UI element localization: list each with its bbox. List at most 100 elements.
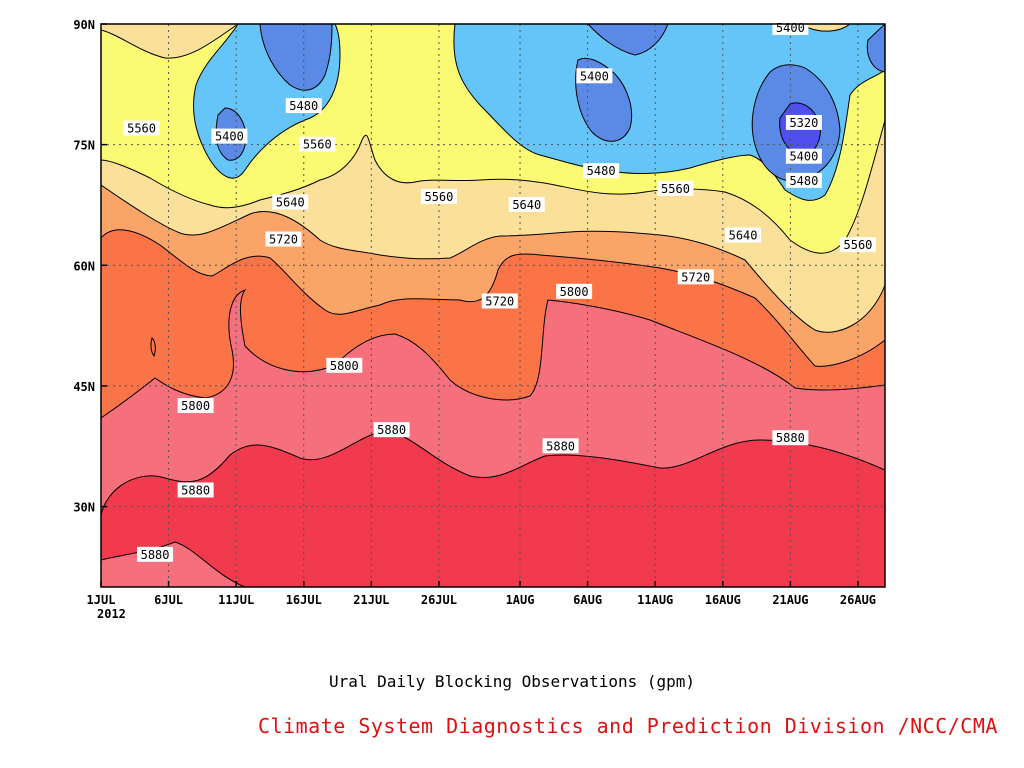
- contour-label: 5560: [420, 188, 457, 204]
- grid-lines: [101, 24, 885, 587]
- x-tick-label: 6JUL: [154, 593, 183, 607]
- contour-label-box: [725, 227, 762, 243]
- contour-label: 5560: [657, 180, 694, 196]
- contour-label-text: 5800: [330, 359, 359, 373]
- contour-label-box: [839, 237, 876, 253]
- contour-label-text: 5560: [424, 190, 453, 204]
- contour-label-text: 5400: [776, 21, 805, 35]
- contour-label: 5400: [785, 148, 822, 164]
- plot-frame: [100, 23, 886, 588]
- contour-label-box: [772, 430, 809, 446]
- contour-label-text: 5400: [215, 130, 244, 144]
- contour-label-box: [542, 438, 579, 454]
- contour-label: 5640: [272, 194, 309, 210]
- contour-label-text: 5320: [789, 116, 818, 130]
- contour-label-text: 5880: [181, 483, 210, 497]
- chart-title: Ural Daily Blocking Observations (gpm): [328, 672, 696, 691]
- axes: 1JUL 6JUL 11JUL 16JUL 21JUL 26JUL 1AUG 6AUG 11AU…: [73, 18, 876, 621]
- contour-label-box: [373, 422, 410, 438]
- y-tick-label: 60N: [73, 259, 95, 273]
- y-tick-label: 75N: [73, 139, 95, 153]
- x-tick-label: 16AUG: [705, 593, 741, 607]
- contour-label: 5560: [123, 120, 160, 136]
- contour-label-box: [508, 196, 545, 212]
- x-tick-label: 1AUG: [506, 593, 535, 607]
- contour-label: 5400: [772, 20, 809, 36]
- contour-label: 5480: [583, 163, 620, 179]
- contour-label-text: 5720: [269, 233, 298, 247]
- contour-label-text: 5560: [127, 122, 156, 136]
- contour-label: 5880: [772, 430, 809, 446]
- contour-label-box: [265, 231, 302, 247]
- contour-label-text: 5880: [546, 439, 575, 453]
- contour-label-text: 5880: [377, 423, 406, 437]
- contour-label: 5480: [785, 172, 822, 188]
- x-tick-label: 21AUG: [772, 593, 808, 607]
- x-tick-label: 16JUL: [286, 593, 322, 607]
- contour-band-above-5880: [101, 431, 885, 587]
- x-tick-label: 26JUL: [421, 593, 457, 607]
- contour-label-text: 5640: [276, 196, 305, 210]
- contour-label-text: 5720: [681, 270, 710, 284]
- contour-label: 5400: [211, 128, 248, 144]
- x-year-label: 2012: [97, 607, 126, 621]
- y-tick-label: 45N: [73, 380, 95, 394]
- contour-label-text: 5400: [580, 69, 609, 83]
- x-tick-label: 11AUG: [637, 593, 673, 607]
- y-tick-label: 90N: [73, 18, 95, 32]
- contour-label: 5400: [576, 68, 613, 84]
- contour-label-text: 5800: [181, 399, 210, 413]
- contour-label: 5880: [137, 546, 174, 562]
- contour-label: 5800: [177, 398, 214, 414]
- contour-label: 5720: [265, 231, 302, 247]
- contour-label: 5720: [677, 269, 714, 285]
- contour-label: 5640: [725, 227, 762, 243]
- contour-label-box: [481, 293, 518, 309]
- x-tick-label: 11JUL: [218, 593, 254, 607]
- contour-label-box: [785, 148, 822, 164]
- contour-label-text: 5560: [303, 138, 332, 152]
- contour-label-box: [785, 114, 822, 130]
- contour-label-box: [785, 172, 822, 188]
- y-tick-label: 30N: [73, 501, 95, 515]
- contour-label-box: [123, 120, 160, 136]
- contour-label-text: 5400: [789, 150, 818, 164]
- contour-label-box: [420, 188, 457, 204]
- contour-label-box: [177, 482, 214, 498]
- contour-label-box: [211, 128, 248, 144]
- contour-label: 5720: [481, 293, 518, 309]
- contour-label-box: [583, 163, 620, 179]
- contour-label-box: [326, 357, 363, 373]
- contour-band-5480-5560: [101, 24, 239, 59]
- contour-label-text: 5480: [587, 164, 616, 178]
- contour-label-text: 5560: [844, 238, 873, 252]
- contour-label-text: 5640: [512, 198, 541, 212]
- chart-credit: Climate System Diagnostics and Predictio…: [258, 714, 998, 738]
- contour-label-box: [285, 98, 322, 114]
- contour-label: 5560: [839, 237, 876, 253]
- contour-label-text: 5560: [661, 182, 690, 196]
- contour-label-box: [657, 180, 694, 196]
- x-tick-label: 1JUL: [87, 593, 116, 607]
- contour-label-text: 5880: [776, 431, 805, 445]
- contour-band-5320-5400: [587, 24, 669, 56]
- contour-band-5800-5880: [101, 541, 246, 587]
- contour-label: 5800: [326, 357, 363, 373]
- contour-label-text: 5480: [289, 99, 318, 113]
- contour-label: 5800: [556, 283, 593, 299]
- contour-band-5320-5400: [259, 24, 333, 91]
- contour-label-text: 5880: [141, 548, 170, 562]
- contour-label: 5880: [177, 482, 214, 498]
- contour-label-text: 5640: [729, 229, 758, 243]
- contour-label: 5480: [285, 98, 322, 114]
- x-tick-label: 26AUG: [840, 593, 876, 607]
- contour-labels: 5400 5400 5400 5400 5320 5480 5480 5480 5560 5560…: [123, 20, 876, 562]
- contour-label-box: [556, 283, 593, 299]
- contour-label-box: [576, 68, 613, 84]
- contour-label-text: 5720: [485, 294, 514, 308]
- contour-label: 5880: [373, 422, 410, 438]
- contour-label: 5320: [785, 114, 822, 130]
- contour-label-text: 5480: [789, 174, 818, 188]
- contour-label: 5560: [299, 136, 336, 152]
